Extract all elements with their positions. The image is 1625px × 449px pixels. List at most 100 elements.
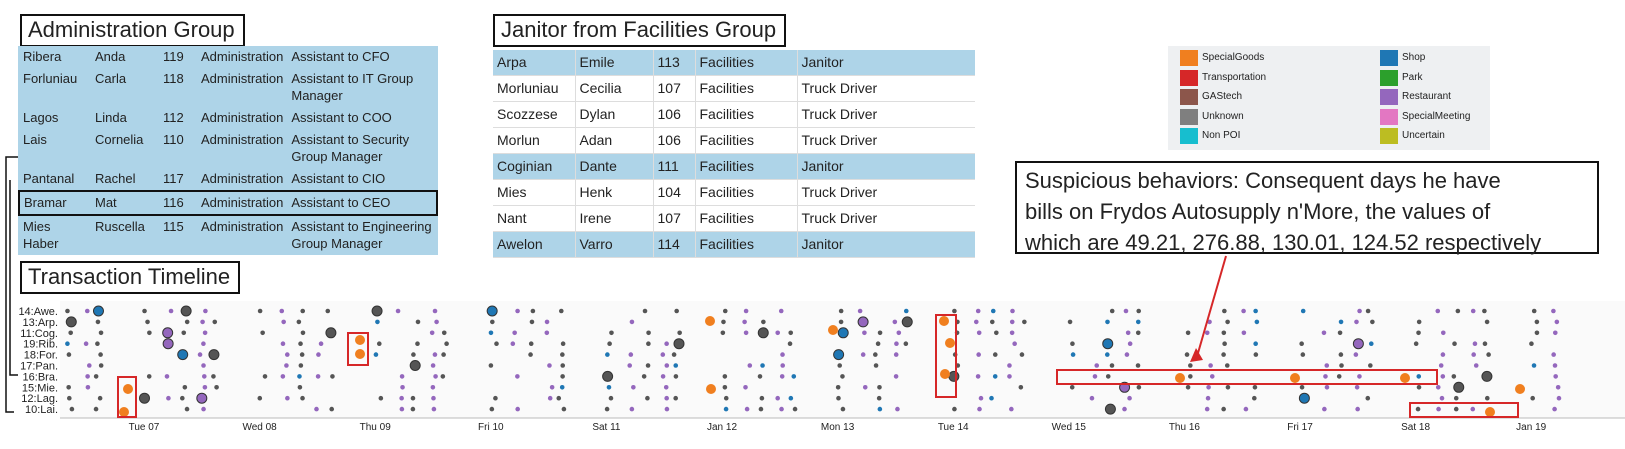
timeline-dot-specialgoods — [940, 369, 950, 379]
timeline-dot — [1135, 330, 1141, 336]
timeline-dot — [1019, 352, 1025, 357]
timeline-dot — [560, 341, 566, 347]
admin-cell-title: Assistant to CEO — [287, 190, 438, 216]
timeline-dot — [300, 330, 306, 336]
timeline-dot — [371, 305, 383, 317]
timeline-row-label: 12:Lag. — [21, 393, 58, 405]
timeline-dot — [1225, 385, 1231, 390]
legend-label: Restaurant — [1402, 91, 1451, 102]
timeline-dot — [893, 352, 899, 357]
timeline-dot — [399, 374, 405, 379]
timeline-dot — [1127, 341, 1133, 347]
timeline-dot — [184, 406, 190, 412]
timeline-dot — [664, 395, 669, 401]
timeline-dot — [441, 352, 446, 357]
timeline-dot — [1299, 341, 1304, 347]
timeline-dot — [973, 319, 979, 325]
janitor-cell-last: Coginian — [493, 153, 576, 180]
legend-label: Park — [1402, 71, 1423, 83]
timeline-dot — [1299, 385, 1305, 390]
timeline-dot — [530, 308, 536, 314]
timeline-dot — [989, 319, 995, 325]
timeline-dot — [1321, 330, 1327, 336]
timeline-dot — [69, 406, 75, 412]
timeline-date-label: Tue 14 — [938, 422, 969, 433]
janitor-cell-dept: Facilities — [695, 127, 798, 154]
legend-label: GAStech — [1202, 91, 1243, 102]
timeline-dot — [787, 341, 793, 347]
janitor-cell-title: Janitor — [797, 231, 975, 258]
janitor-row: Mies Henk 104 Facilities Truck Driver — [493, 179, 975, 206]
timeline-dot — [1336, 374, 1342, 379]
admin-cell-title: Assistant to Engineering Group Manager — [291, 219, 432, 251]
timeline-dot — [627, 363, 633, 368]
timeline-dot — [1135, 319, 1141, 325]
timeline-date-label: Fri 10 — [478, 422, 504, 433]
timeline-dot — [325, 327, 337, 339]
annotation-arrow — [1195, 255, 1227, 361]
timeline-dot — [994, 330, 999, 336]
timeline-dot — [547, 363, 552, 368]
timeline-dot — [560, 374, 565, 379]
janitor-cell-last: Scozzese — [493, 101, 576, 128]
timeline-dot — [646, 330, 651, 336]
timeline-dot — [510, 341, 516, 347]
timeline-dot — [1551, 352, 1556, 357]
admin-cell-dept: Administration — [201, 132, 284, 147]
timeline-dot — [97, 395, 103, 401]
admin-cell-first: Linda — [95, 110, 127, 125]
timeline-dot — [1440, 352, 1446, 357]
timeline-dot — [182, 385, 188, 390]
timeline-dot — [547, 395, 553, 401]
timeline-dot — [903, 341, 909, 347]
timeline-dot — [975, 308, 981, 314]
timeline-row-label: 13:Arp. — [23, 317, 58, 329]
timeline-plot-area — [60, 301, 1625, 418]
timeline-dot — [628, 352, 634, 357]
highlight-box — [1056, 369, 1438, 385]
timeline-dot — [631, 385, 636, 390]
timeline-dot — [1204, 406, 1210, 412]
timeline-dot — [1435, 308, 1441, 314]
timeline-date-label: Fri 17 — [1287, 422, 1313, 433]
timeline-dot — [489, 406, 495, 412]
admin-cell-last: Mies Haber — [23, 219, 59, 251]
timeline-dot — [641, 374, 647, 379]
timeline-dot — [330, 374, 335, 379]
timeline-dot — [838, 308, 844, 314]
timeline-dot — [180, 305, 192, 317]
timeline-dot — [877, 385, 882, 390]
timeline-dot — [1122, 406, 1127, 412]
timeline-dot — [1184, 352, 1190, 357]
timeline-dot — [778, 308, 784, 314]
timeline-dot — [1471, 352, 1476, 357]
timeline-dot — [201, 341, 206, 347]
timeline-dot — [560, 352, 565, 357]
timeline-dot — [65, 308, 70, 314]
timeline-dot — [399, 395, 404, 401]
admin-cell-title: Assistant to IT Group Manager — [291, 71, 414, 103]
annotation-arrowhead — [1190, 348, 1203, 362]
admin-cell-dept: Administration — [201, 110, 284, 125]
janitor-cell-id: 106 — [653, 101, 696, 128]
timeline-dot — [1185, 385, 1191, 390]
timeline-dot — [660, 352, 666, 357]
timeline-dot — [1221, 406, 1226, 412]
timeline-dot — [1416, 385, 1422, 390]
timeline-dot — [1365, 395, 1371, 401]
timeline-dot — [162, 338, 174, 350]
timeline-dot — [284, 363, 289, 368]
timeline-dot — [1354, 319, 1359, 325]
timeline-date-label: Thu 09 — [360, 422, 392, 433]
timeline-dot — [1206, 385, 1211, 390]
timeline-dot — [629, 319, 635, 325]
timeline-row-label: 18:For. — [24, 350, 58, 362]
timeline-dot — [1253, 341, 1258, 347]
janitor-cell-title: Truck Driver — [797, 75, 975, 102]
timeline-dot — [1221, 352, 1226, 357]
timeline-dot — [1416, 330, 1421, 336]
timeline-dot — [857, 308, 863, 314]
timeline-dot — [559, 385, 565, 390]
timeline-dot — [1455, 308, 1461, 314]
timeline-dot — [142, 308, 147, 314]
